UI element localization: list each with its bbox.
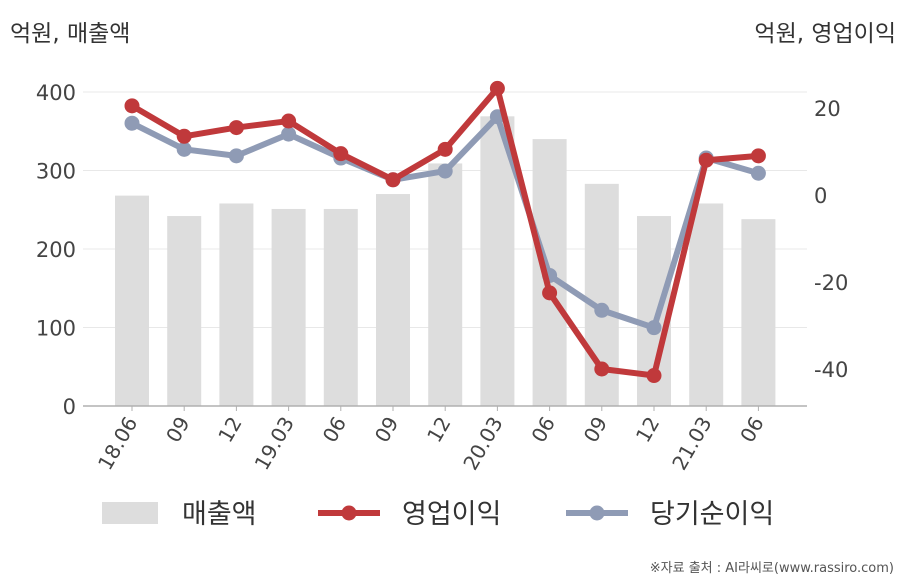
point-net-income <box>750 165 766 181</box>
point-net-income <box>281 126 297 142</box>
bar-revenue <box>323 208 358 406</box>
right-axis-unit: 억원, 영업이익 <box>754 21 896 47</box>
point-operating-profit <box>176 128 192 144</box>
right-tick-label: -40 <box>814 358 848 382</box>
line-series <box>124 80 766 384</box>
bar-revenue <box>167 216 202 406</box>
x-tick-label: 12 <box>631 413 665 447</box>
point-operating-profit <box>542 285 558 301</box>
point-net-income <box>646 320 662 336</box>
point-net-income <box>437 163 453 179</box>
left-tick-label: 200 <box>36 238 76 262</box>
point-operating-profit <box>750 148 766 164</box>
bar-revenue <box>376 194 410 406</box>
right-tick-label: -20 <box>814 271 848 295</box>
bar-revenue <box>480 116 515 407</box>
point-operating-profit <box>594 361 610 377</box>
legend-marker-operating-profit <box>341 505 357 521</box>
legend-label-revenue: 매출액 <box>182 499 257 530</box>
point-operating-profit <box>437 141 453 157</box>
x-tick-label: 09 <box>579 413 613 447</box>
bar-revenue <box>115 195 149 406</box>
left-axis-unit: 억원, 매출액 <box>10 21 131 47</box>
x-tick-label: 21.03 <box>667 413 716 475</box>
x-tick-label: 12 <box>213 413 247 447</box>
bar-revenue <box>271 208 306 406</box>
legend-label-operating-profit: 영업이익 <box>402 499 501 530</box>
legend-label-net-income: 당기순이익 <box>650 499 774 530</box>
point-operating-profit <box>228 120 244 136</box>
point-operating-profit <box>333 146 349 162</box>
left-tick-label: 400 <box>36 81 76 105</box>
legend-swatch-revenue <box>102 502 158 524</box>
left-tick-label: 0 <box>63 395 76 419</box>
bar-revenue <box>219 203 254 406</box>
point-net-income <box>594 302 610 318</box>
x-tick-label: 06 <box>735 413 769 447</box>
bar-revenue <box>428 163 463 406</box>
source-note: ※자료 출처 : AI라씨로(www.rassiro.com) <box>649 561 894 576</box>
point-net-income <box>176 141 192 157</box>
point-operating-profit <box>698 152 714 168</box>
x-tick-label: 19.03 <box>250 413 299 475</box>
point-net-income <box>124 115 140 131</box>
right-tick-label: 0 <box>814 184 827 208</box>
point-operating-profit <box>124 98 140 114</box>
x-tick-label: 18.06 <box>93 413 142 475</box>
point-operating-profit <box>281 113 297 129</box>
x-tick-label: 09 <box>161 413 195 447</box>
legend-marker-net-income <box>589 505 605 521</box>
bar-revenue <box>689 203 724 406</box>
left-tick-label: 100 <box>36 317 76 341</box>
point-operating-profit <box>646 368 662 384</box>
x-tick-label: 12 <box>422 413 456 447</box>
legend: 매출액 영업이익 당기순이익 <box>102 499 774 530</box>
x-tick-label: 06 <box>318 413 352 447</box>
point-operating-profit <box>385 172 401 188</box>
x-tick-label: 09 <box>370 413 404 447</box>
bar-revenue <box>741 219 776 406</box>
x-tick-label: 06 <box>526 413 560 447</box>
right-tick-label: 20 <box>814 97 841 121</box>
x-tick-label: 20.03 <box>458 413 507 475</box>
point-operating-profit <box>489 80 505 96</box>
point-net-income <box>228 148 244 164</box>
left-tick-label: 300 <box>36 160 76 184</box>
